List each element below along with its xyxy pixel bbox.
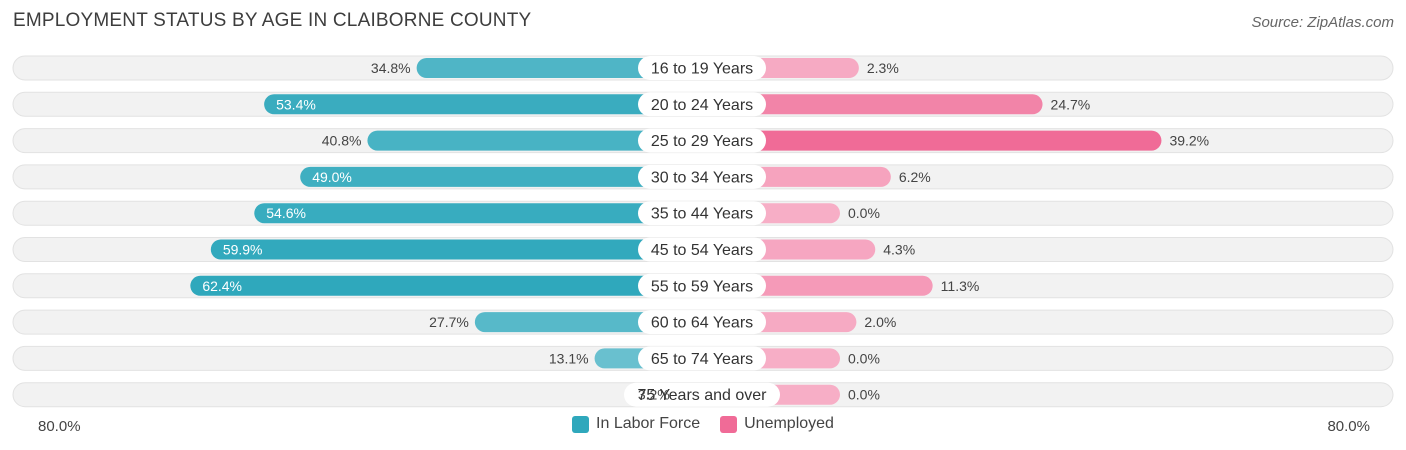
value-label-labor-force: 40.8% — [322, 133, 362, 149]
bar-labor-force — [190, 275, 714, 296]
category-pill — [638, 346, 766, 371]
value-label-unemployed: 6.2% — [899, 169, 931, 185]
bar-labor-force — [210, 239, 714, 260]
axis-left-label: 80.0% — [38, 418, 81, 435]
category-label: 20 to 24 Years — [651, 97, 753, 114]
bar-labor-force — [264, 94, 714, 115]
value-label-unemployed: 4.3% — [883, 242, 915, 258]
legend-item-labor-force: In Labor Force — [572, 415, 700, 433]
category-pill — [638, 273, 766, 298]
category-label: 65 to 74 Years — [651, 351, 753, 368]
bar-unemployed — [690, 130, 1162, 151]
legend-label-labor-force: In Labor Force — [596, 415, 701, 432]
category-label: 35 to 44 Years — [651, 206, 753, 223]
bar-labor-force — [367, 130, 714, 151]
value-label-labor-force: 13.1% — [549, 350, 589, 366]
category-label: 16 to 19 Years — [651, 61, 753, 78]
legend-item-unemployed: Unemployed — [720, 415, 834, 433]
value-label-labor-force: 27.7% — [429, 314, 469, 330]
category-label: 75 Years and over — [638, 387, 768, 404]
category-label: 30 to 34 Years — [651, 169, 753, 186]
category-label: 25 to 29 Years — [651, 133, 753, 150]
value-label-unemployed: 24.7% — [1051, 96, 1091, 112]
category-pill — [638, 56, 766, 80]
source-credit: Source: ZipAtlas.com — [1251, 14, 1394, 31]
chart-title: EMPLOYMENT STATUS BY AGE IN CLAIBORNE CO… — [13, 10, 532, 31]
category-label: 60 to 64 Years — [651, 315, 753, 332]
category-pill — [638, 92, 766, 117]
value-label-unemployed: 2.0% — [864, 314, 896, 330]
value-label-unemployed: 0.0% — [848, 350, 880, 366]
category-pill — [638, 237, 766, 262]
category-label: 55 to 59 Years — [651, 278, 753, 295]
value-label-unemployed: 2.3% — [867, 60, 899, 76]
value-label-unemployed: 0.0% — [848, 205, 880, 221]
category-pill — [638, 128, 766, 153]
category-pill — [638, 201, 766, 226]
legend: In Labor Force Unemployed — [0, 415, 1406, 433]
legend-swatch-labor-force — [572, 415, 590, 433]
axis-right-label: 80.0% — [1327, 418, 1370, 435]
bar-labor-force — [300, 166, 714, 187]
category-pill — [638, 310, 766, 335]
value-label-unemployed: 11.3% — [941, 278, 980, 294]
value-label-labor-force: 34.8% — [371, 60, 411, 76]
chart-area: 16 to 19 Years 34.8% 2.3% 20 to 24 Years 53.… — [12, 55, 1394, 408]
value-label-labor-force: 3.2% — [638, 387, 670, 403]
value-label-labor-force: 54.6% — [266, 205, 306, 221]
bar-unemployed — [690, 94, 1043, 115]
value-label-labor-force: 62.4% — [202, 278, 242, 294]
value-label-labor-force: 59.9% — [223, 242, 263, 258]
bar-labor-force — [254, 203, 714, 224]
legend-swatch-unemployed — [720, 415, 738, 433]
value-label-unemployed: 0.0% — [848, 387, 880, 403]
category-pill — [638, 164, 766, 189]
category-label: 45 to 54 Years — [651, 242, 753, 259]
value-label-labor-force: 53.4% — [276, 96, 316, 112]
category-pill — [624, 382, 780, 407]
value-label-labor-force: 49.0% — [312, 169, 352, 185]
legend-label-unemployed: Unemployed — [744, 415, 834, 432]
value-label-unemployed: 39.2% — [1169, 133, 1209, 149]
